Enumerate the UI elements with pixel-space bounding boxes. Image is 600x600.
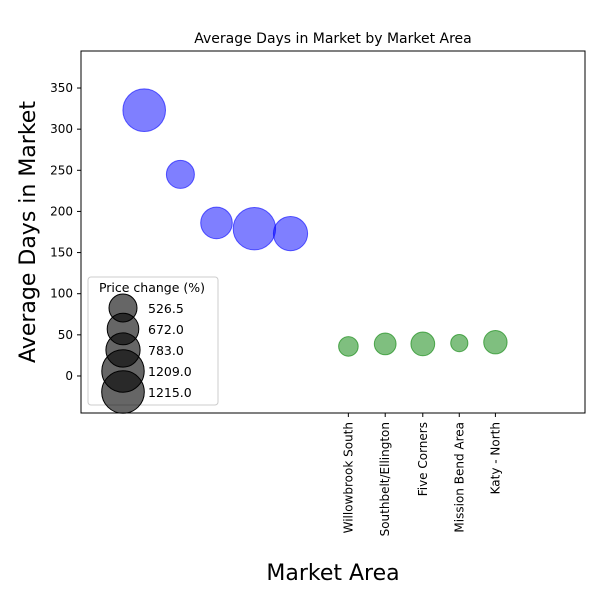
data-point	[373, 332, 397, 356]
y-tick-label: 50	[58, 328, 73, 342]
chart-title: Average Days in Market by Market Area	[194, 31, 472, 47]
x-tick-label: Mission Bend Area	[452, 422, 466, 533]
y-tick-label: 300	[50, 122, 73, 136]
legend-label: 1215.0	[148, 385, 192, 400]
legend-title: Price change (%)	[99, 280, 205, 295]
data-point	[450, 334, 469, 353]
x-tick-label: Southbelt/Ellington	[378, 422, 392, 536]
legend-label: 672.0	[148, 322, 184, 337]
legend-entries: 526.5 672.0 783.0 1209.0 1215.0	[101, 293, 192, 414]
x-axis-title: Market Area	[266, 561, 399, 586]
data-point	[483, 330, 508, 355]
data-point	[410, 331, 436, 357]
legend-label: 526.5	[148, 301, 184, 316]
x-tick-label: Katy - North	[488, 422, 502, 494]
data-point	[122, 88, 166, 132]
x-axis-ticks: Willowbrook South Southbelt/Ellington Five…	[341, 413, 502, 536]
y-tick-label: 100	[50, 287, 73, 301]
y-tick-label: 0	[65, 369, 73, 383]
data-point	[232, 207, 277, 251]
data-point	[272, 216, 309, 252]
y-tick-label: 350	[50, 81, 73, 95]
y-tick-label: 200	[50, 204, 73, 218]
legend-marker	[101, 370, 145, 414]
x-tick-label: Five Corners	[416, 422, 430, 496]
data-points	[122, 88, 508, 357]
data-point	[165, 159, 195, 189]
y-axis-title: Average Days in Market	[16, 101, 41, 363]
legend-label: 1209.0	[148, 364, 192, 379]
y-tick-label: 150	[50, 246, 73, 260]
data-point	[200, 206, 233, 240]
y-axis-ticks: 0 50 100 150 200 250 300 350	[50, 81, 81, 383]
data-point	[338, 336, 359, 357]
y-tick-label: 250	[50, 163, 73, 177]
legend-label: 783.0	[148, 343, 184, 358]
size-legend: Price change (%) 526.5 672.0 783.0 1209.0 12…	[87, 276, 219, 414]
plot-frame	[80, 50, 586, 414]
x-tick-label: Willowbrook South	[341, 422, 355, 533]
